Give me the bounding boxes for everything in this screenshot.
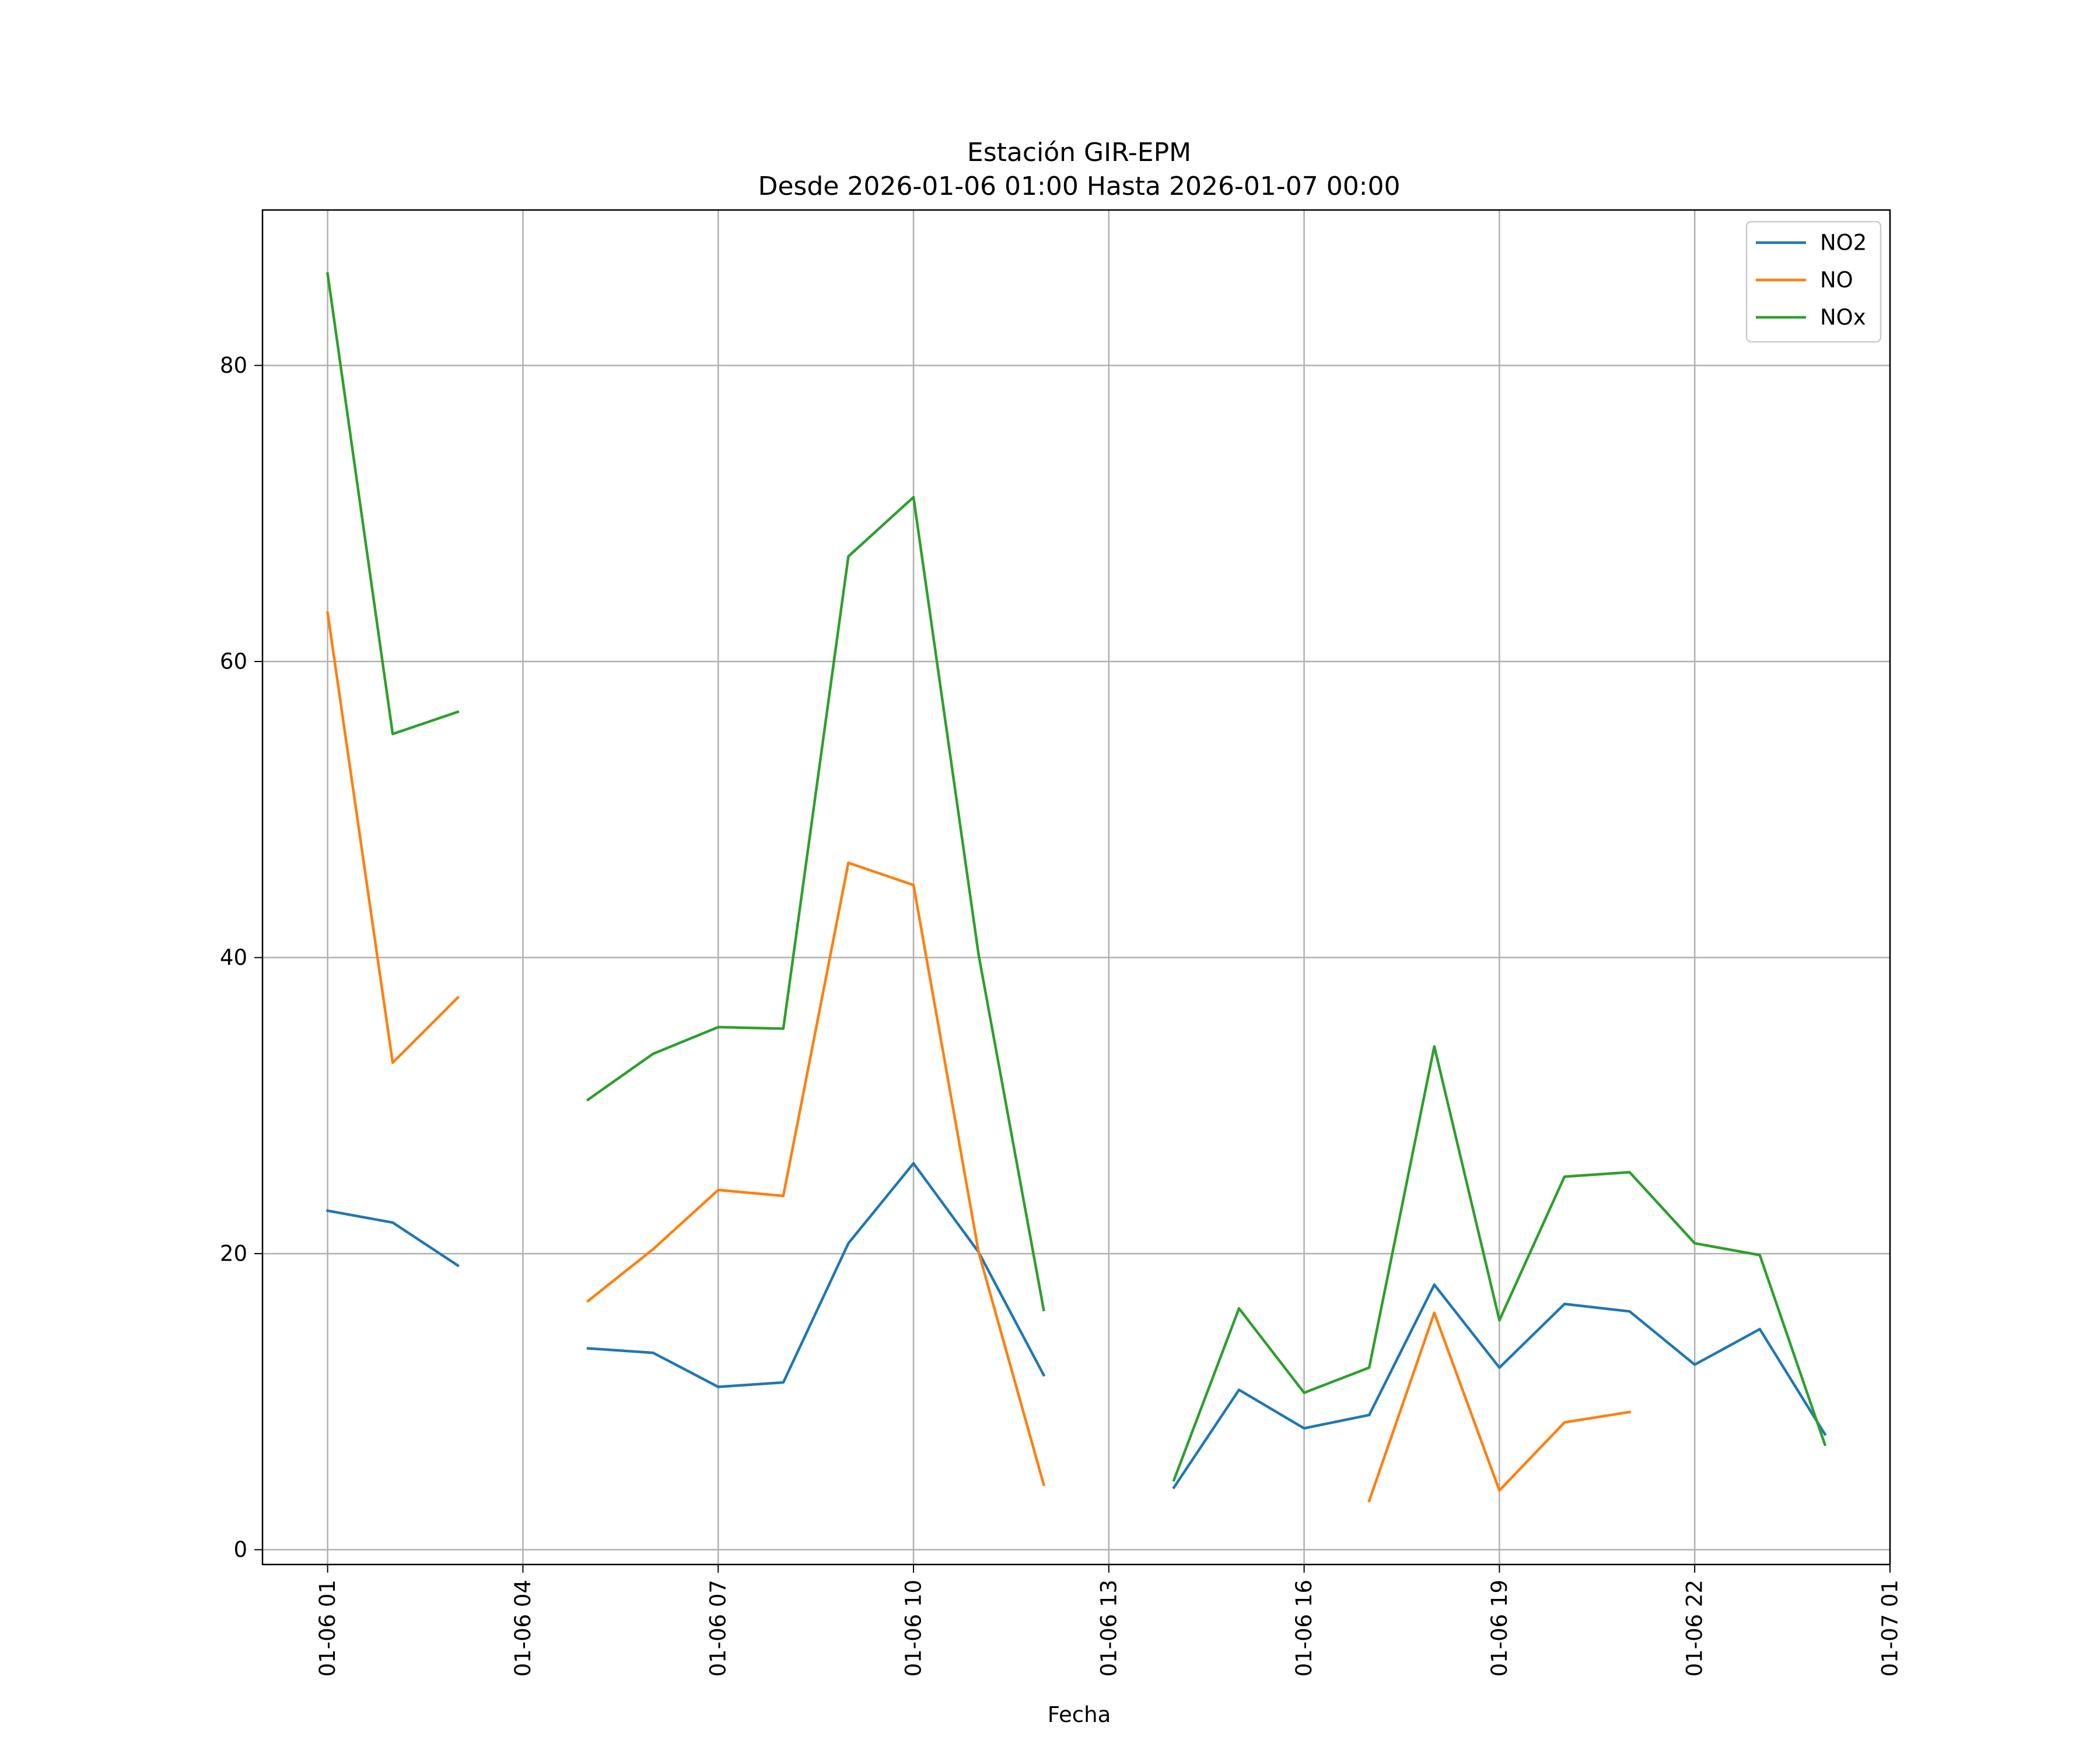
chart-subtitle: Desde 2026-01-06 01:00 Hasta 2026-01-07 … (758, 172, 1400, 201)
legend-label-no2: NO2 (1820, 230, 1867, 256)
grid (262, 210, 1891, 1564)
legend-box (1745, 220, 1882, 343)
y-tick-label: 20 (220, 1241, 247, 1266)
x-tick-label: 01-06 13 (1096, 1580, 1121, 1676)
y-tick-label: 0 (233, 1537, 247, 1562)
series-no (326, 611, 1632, 1503)
x-tick-label: 01-06 10 (901, 1580, 926, 1676)
series-line-no (586, 861, 1045, 1486)
x-axis-ticks: 01-06 01 01-06 04 01-06 07 01-06 10 01-06 13… (315, 1564, 1903, 1676)
y-tick-label: 40 (220, 945, 247, 970)
series-line-no2 (326, 1209, 460, 1268)
plot-area-frame (261, 209, 1891, 1566)
series-line-nox (326, 272, 460, 736)
x-tick-label: 01-06 07 (706, 1580, 731, 1676)
series-no2 (326, 1162, 1827, 1490)
y-tick-label: 60 (220, 649, 247, 674)
series-lines (326, 272, 1827, 1503)
chart-title: Estación GIR-EPM (967, 138, 1191, 167)
legend-label-no: NO (1820, 268, 1853, 293)
series-line-no (1367, 1311, 1632, 1503)
series-nox (326, 272, 1827, 1482)
series-line-no2 (1172, 1283, 1827, 1490)
x-tick-label: 01-06 16 (1292, 1580, 1317, 1676)
series-line-no (326, 611, 460, 1064)
x-axis-label: Fecha (1048, 1702, 1111, 1727)
legend-label-nox: NOx (1820, 305, 1866, 330)
x-tick-label: 01-07 01 (1878, 1580, 1903, 1676)
series-line-no2 (586, 1162, 1046, 1388)
x-tick-label: 01-06 04 (510, 1580, 536, 1676)
x-tick-label: 01-06 22 (1682, 1580, 1707, 1676)
legend: NO2 NO NOx (1745, 220, 1882, 343)
series-line-nox (586, 496, 1045, 1312)
y-axis-ticks: 0 20 40 60 80 (220, 353, 262, 1562)
x-tick-label: 01-06 19 (1487, 1580, 1512, 1676)
series-line-nox (1172, 1045, 1827, 1482)
x-tick-label: 01-06 01 (315, 1580, 340, 1676)
y-tick-label: 80 (220, 353, 247, 378)
